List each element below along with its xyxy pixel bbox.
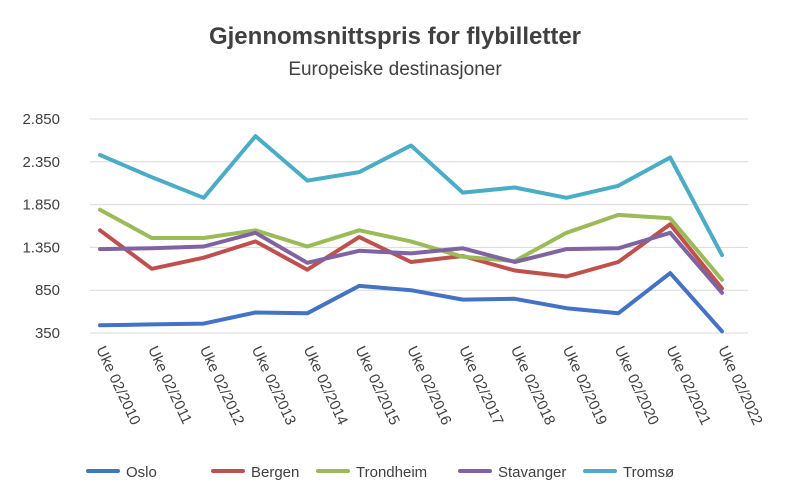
y-tick-label: 1.850 — [22, 197, 60, 214]
y-axis: 350 850 1.350 1.850 2.350 2.850 — [22, 111, 60, 342]
legend-item: Tromsø — [583, 464, 674, 481]
legend-label: Stavanger — [498, 464, 566, 481]
chart-title: Gjennomsnittspris for flybilletter — [209, 23, 581, 50]
x-tick-label: Uke 02/2021 — [663, 344, 714, 428]
series-line-oslo — [98, 271, 724, 334]
series-line-trondheim — [98, 207, 724, 282]
x-tick-label: Uke 02/2015 — [352, 344, 403, 428]
legend-label: Oslo — [126, 464, 157, 481]
y-tick-label: 350 — [35, 325, 60, 342]
series-lines — [98, 134, 724, 334]
x-tick-label: Uke 02/2016 — [403, 344, 454, 428]
x-tick-label: Uke 02/2014 — [300, 344, 351, 428]
x-tick-label: Uke 02/2017 — [455, 344, 506, 428]
x-tick-label: Uke 02/2020 — [611, 344, 662, 428]
chart-subtitle: Europeiske destinasjoner — [288, 59, 502, 80]
legend-item: Oslo — [86, 464, 157, 481]
x-tick-label: Uke 02/2022 — [714, 344, 765, 428]
x-tick-label: Uke 02/2010 — [92, 344, 143, 428]
x-axis: Uke 02/2010 Uke 02/2011 Uke 02/2012 Uke 02/… — [92, 344, 765, 428]
y-tick-label: 850 — [35, 282, 60, 299]
x-tick-label: Uke 02/2013 — [248, 344, 299, 428]
legend-label: Tromsø — [623, 464, 674, 481]
y-tick-label: 1.350 — [22, 239, 60, 256]
legend-label: Trondheim — [356, 464, 427, 481]
legend-item: Stavanger — [458, 464, 566, 481]
series-line-stavanger — [98, 230, 724, 295]
x-tick-label: Uke 02/2011 — [144, 344, 195, 427]
x-tick-label: Uke 02/2018 — [507, 344, 558, 428]
legend-item: Bergen — [211, 464, 299, 481]
y-tick-label: 2.850 — [22, 111, 60, 128]
series-line-bergen — [98, 222, 724, 291]
x-tick-label: Uke 02/2012 — [196, 344, 247, 428]
series-line-tromsø — [98, 134, 724, 258]
y-tick-label: 2.350 — [22, 154, 60, 171]
x-tick-label: Uke 02/2019 — [559, 344, 610, 428]
legend: Oslo Bergen Trondheim Stavanger Tromsø — [86, 464, 674, 481]
legend-label: Bergen — [251, 464, 299, 481]
legend-item: Trondheim — [316, 464, 427, 481]
